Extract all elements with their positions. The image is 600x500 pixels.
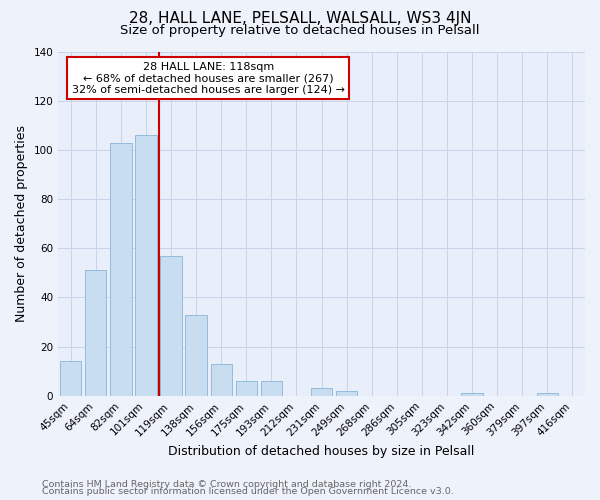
Bar <box>236 381 257 396</box>
Bar <box>85 270 106 396</box>
Text: Contains public sector information licensed under the Open Government Licence v3: Contains public sector information licen… <box>42 488 454 496</box>
Bar <box>461 394 483 396</box>
Bar <box>261 381 282 396</box>
Bar <box>60 362 82 396</box>
Text: 28, HALL LANE, PELSALL, WALSALL, WS3 4JN: 28, HALL LANE, PELSALL, WALSALL, WS3 4JN <box>129 12 471 26</box>
Text: Contains HM Land Registry data © Crown copyright and database right 2024.: Contains HM Land Registry data © Crown c… <box>42 480 412 489</box>
X-axis label: Distribution of detached houses by size in Pelsall: Distribution of detached houses by size … <box>169 444 475 458</box>
Bar <box>185 314 207 396</box>
Y-axis label: Number of detached properties: Number of detached properties <box>15 125 28 322</box>
Bar <box>160 256 182 396</box>
Bar <box>110 142 131 396</box>
Bar <box>136 135 157 396</box>
Bar <box>336 391 358 396</box>
Bar <box>537 394 558 396</box>
Bar <box>211 364 232 396</box>
Bar <box>311 388 332 396</box>
Text: 28 HALL LANE: 118sqm
← 68% of detached houses are smaller (267)
32% of semi-deta: 28 HALL LANE: 118sqm ← 68% of detached h… <box>72 62 345 95</box>
Text: Size of property relative to detached houses in Pelsall: Size of property relative to detached ho… <box>120 24 480 37</box>
